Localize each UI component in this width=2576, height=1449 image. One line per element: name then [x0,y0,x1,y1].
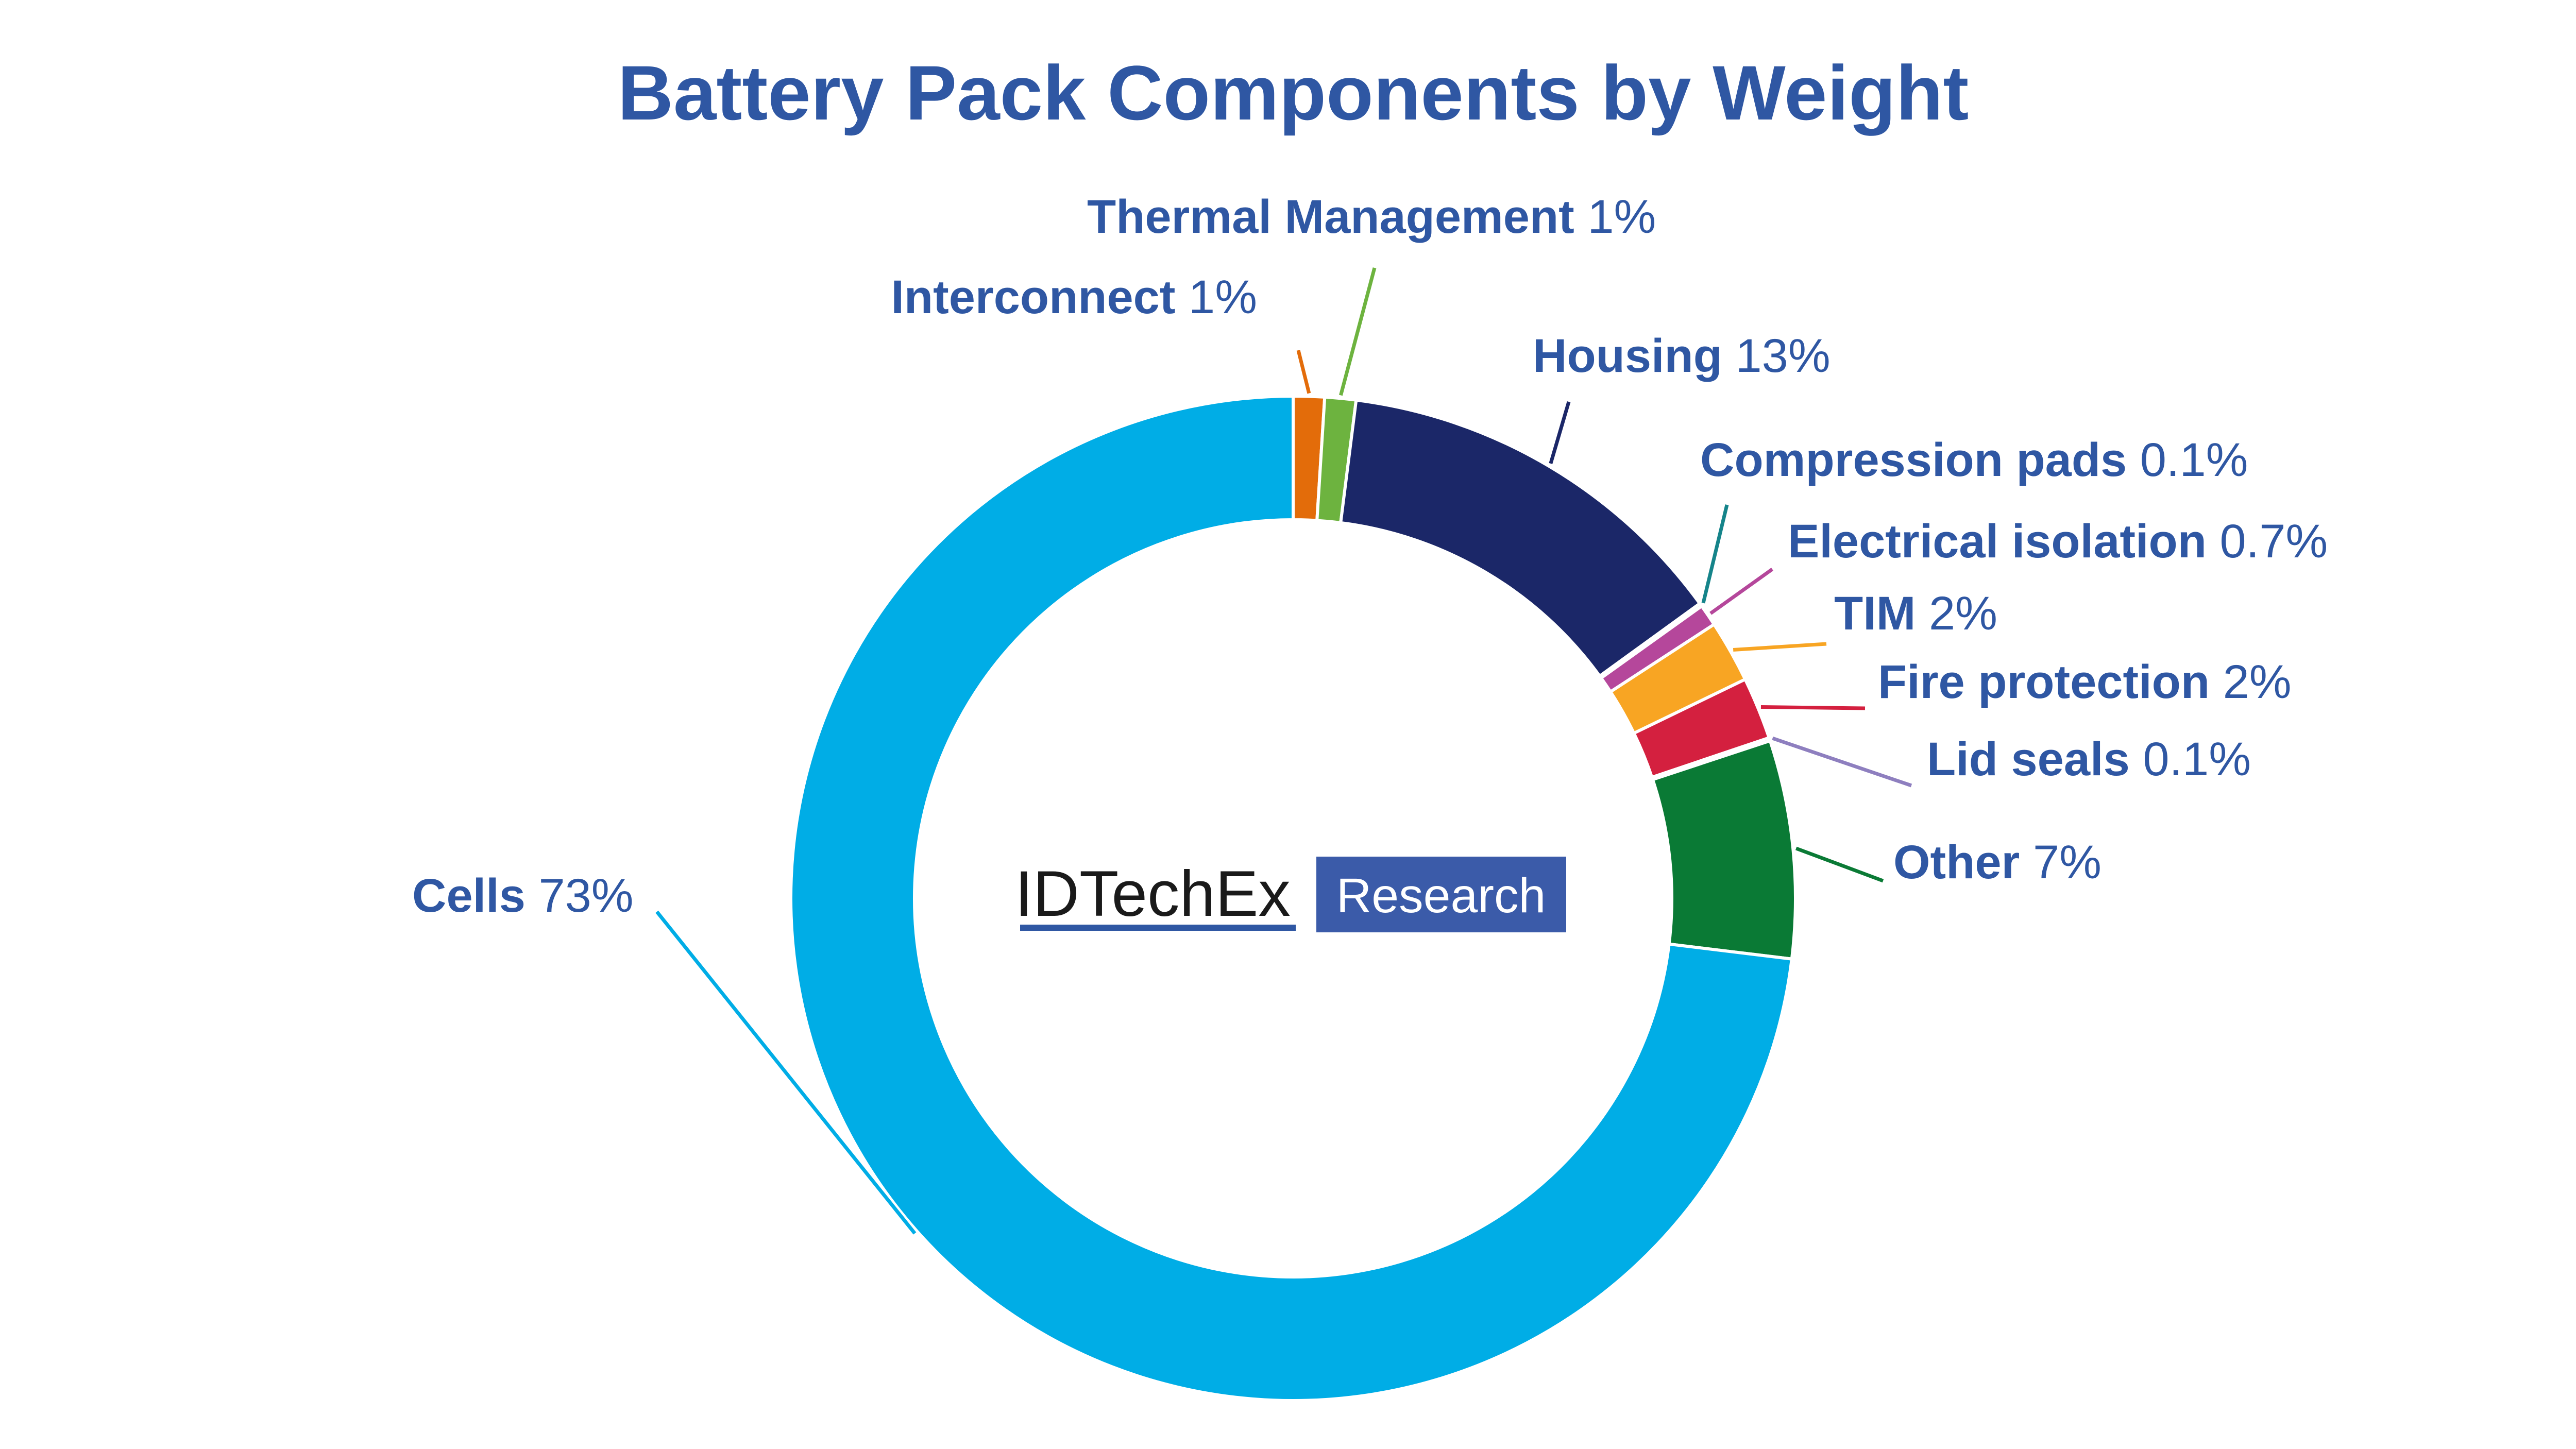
slice-label-name: Other [1893,836,2033,889]
leader-line [1549,401,1571,464]
slice-housing [1338,398,1702,678]
slice-label-name: TIM [1834,587,1929,640]
idtechex-logo: IDTechEx Research [1015,857,1566,932]
slice-labels: Interconnect 1%Thermal Management 1%Hous… [412,191,2328,922]
slice-label-name: Lid seals [1927,733,2143,786]
logo-badge-text: Research [1336,868,1546,923]
slice-label-name: Electrical isolation [1788,515,2220,568]
slice-label: Fire protection 2% [1878,656,2292,708]
leader-lines [655,267,1912,1235]
leader-line [1709,568,1774,615]
slice-label: Interconnect 1% [891,271,1257,323]
slice-label: Compression pads 0.1% [1700,434,2248,486]
slice-label-name: Fire protection [1878,656,2223,708]
slice-other [1651,739,1797,961]
slice-label-value: 7% [2033,836,2102,889]
slice-cells [789,394,1794,1402]
slice-label: Other 7% [1893,836,2102,889]
logo-brand: IDTechEx [1015,858,1291,930]
slice-label-value: 1% [1587,191,1656,243]
leader-line [1733,642,1827,652]
leader-line [1701,504,1729,604]
slice-label-name: Compression pads [1700,434,2140,486]
slice-label: Lid seals 0.1% [1927,733,2251,786]
slice-label: TIM 2% [1834,587,1997,640]
slice-label: Housing 13% [1533,330,1831,382]
slice-label-name: Cells [412,870,538,922]
slice-label-value: 1% [1189,271,1257,323]
slice-label-name: Housing [1533,330,1736,382]
leader-line [1760,705,1866,710]
logo-badge [1316,857,1566,932]
leader-line [1795,846,1884,883]
slice-label-name: Interconnect [891,271,1189,323]
leader-line [1772,736,1912,788]
leader-line [1339,267,1377,396]
slice-label-value: 0.1% [2140,434,2248,486]
slice-label-name: Thermal Management [1087,191,1587,243]
chart-title: Battery Pack Components by Weight [618,49,1969,136]
donut-slices [789,394,1797,1402]
leader-line [655,910,917,1235]
slice-label-value: 13% [1736,330,1831,382]
slice-label: Electrical isolation 0.7% [1788,515,2328,568]
logo-brand-underline [1020,925,1296,931]
slice-label-value: 0.1% [2143,733,2251,786]
slice-label-value: 73% [538,870,633,922]
slice-label: Thermal Management 1% [1087,191,1656,243]
slice-label-value: 2% [2223,656,2292,708]
slice-label: Cells 73% [412,870,634,922]
slice-label-value: 2% [1929,587,1997,640]
slice-label-value: 0.7% [2220,515,2328,568]
leader-line [1296,350,1311,394]
